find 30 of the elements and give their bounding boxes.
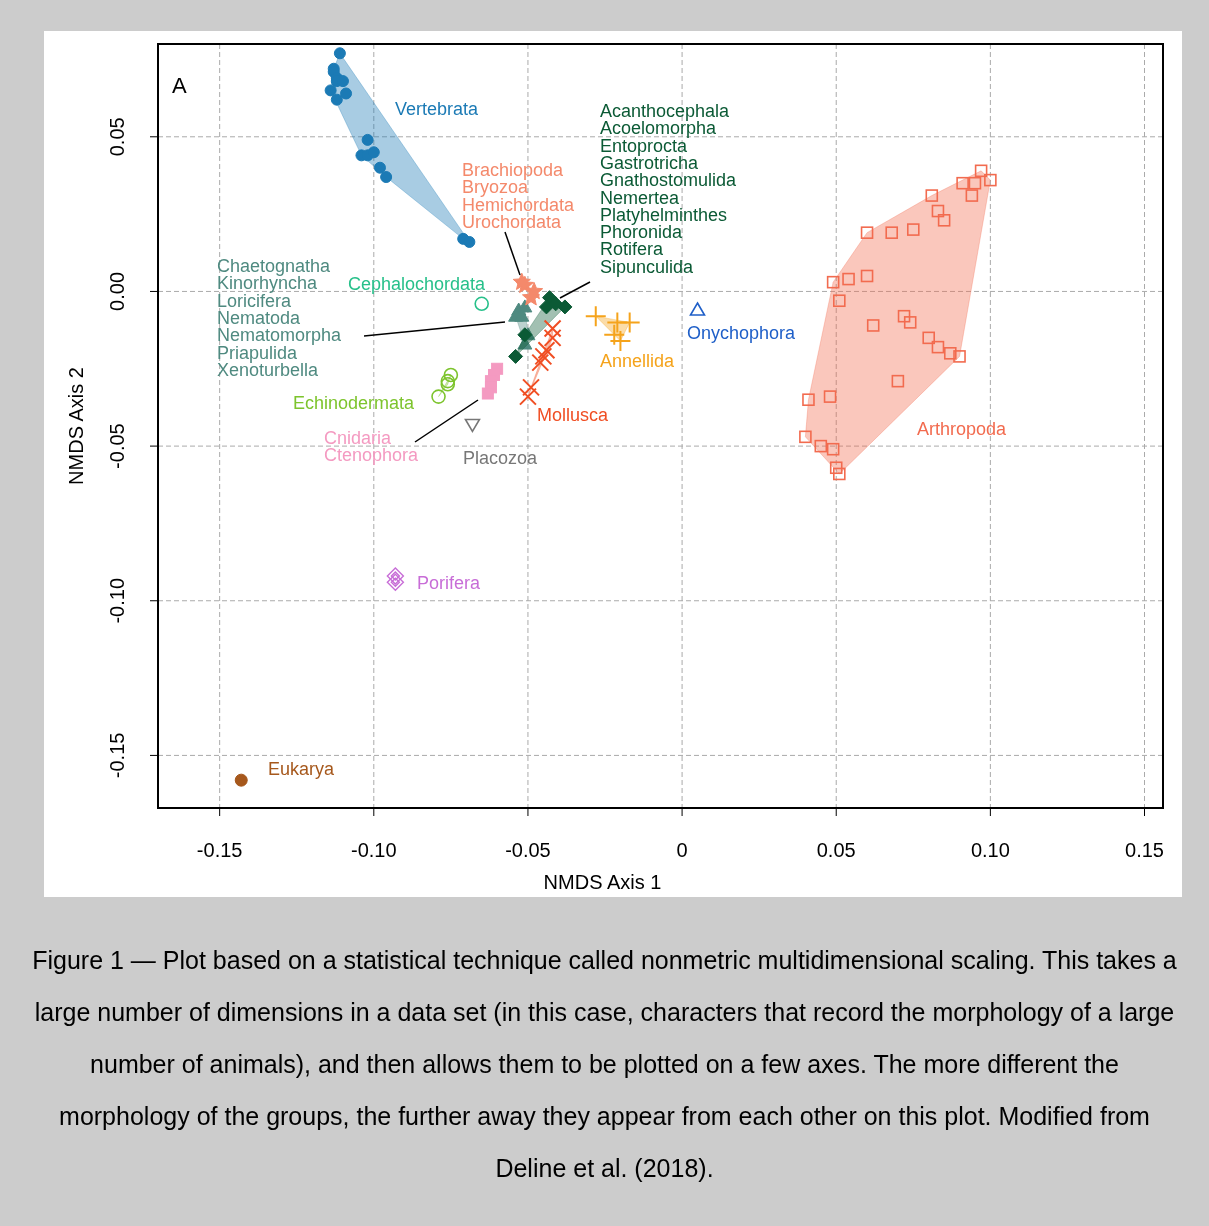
series-label: Mollusca [537, 405, 610, 425]
series-label: Echinodermata [293, 393, 416, 413]
x-tick-label: 0.10 [970, 839, 1010, 861]
text: Chaetognatha Kinorhyncha Loricifera Nematoda Nematomorpha Priapulida Xenoturbella [217, 256, 343, 380]
x-tick-label: 0.15 [1125, 839, 1164, 861]
x-tick-label: -0.05 [505, 839, 551, 861]
text: Acanthocephala Acoelomorpha Entoprocta Gastrotricha Gnathostomulida Nemertea Platyhelminthes Phoronida Rotifera Sipunculida [600, 101, 737, 277]
caption: Figure 1 — Plot based on a statistical technique called nonmetric multidimensional scaling. This takes a large number of dimensions in a data set (in this case, characters that record the morphology of a large number of animals), and then allows them to be plotted on a few axes. The more different the morphology of the groups, the further away they appear from each other on this plot. Modified from Deline et al. (2018). [32, 946, 1177, 1182]
y-tick-label: -0.10 [106, 577, 128, 624]
x-tick-label: 0.05 [816, 839, 856, 861]
series-label: Porifera [417, 573, 482, 593]
series-label: Vertebrata [395, 99, 480, 119]
legend-label: Annellida [600, 351, 676, 371]
y-tick-label: -0.15 [106, 732, 128, 779]
y-tick-label: 0.05 [106, 117, 128, 157]
series-label: Arthropoda [917, 419, 1008, 439]
text: Brachiopoda Bryozoa Hemichordata Urochordata [462, 160, 576, 232]
series-label: Onychophora [687, 323, 797, 343]
y-axis-title: NMDS Axis 2 [65, 367, 87, 485]
x-tick-label: -0.10 [351, 839, 397, 861]
series-label: Eukarya [268, 759, 336, 779]
series-label: Cephalochordata [348, 274, 487, 294]
x-tick-label: -0.15 [196, 839, 243, 861]
y-tick-label: 0.00 [106, 271, 128, 311]
series-label: Placozoa [463, 448, 539, 468]
annotation: A [172, 73, 187, 98]
x-axis-title: NMDS Axis 1 [543, 871, 662, 893]
x-tick-label: 0 [676, 839, 688, 861]
text: Cnidaria Ctenophora [324, 428, 420, 466]
y-tick-label: -0.05 [106, 423, 128, 469]
